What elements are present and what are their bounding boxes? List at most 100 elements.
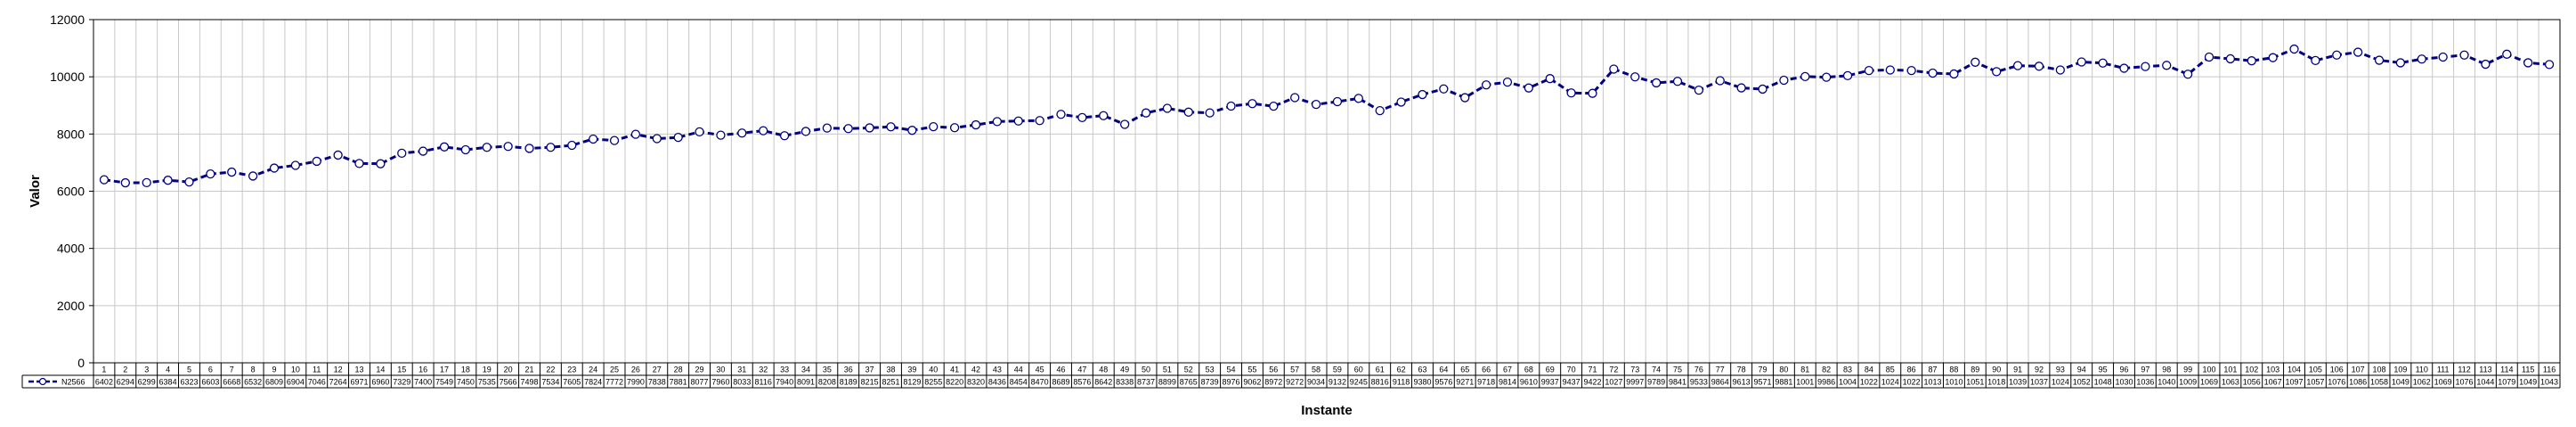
x-category-label: 3 [144, 365, 149, 374]
data-table-value: 6668 [223, 378, 240, 387]
data-point [1588, 88, 1597, 98]
data-table-value: 8251 [882, 378, 899, 387]
data-table-value: 9272 [1286, 378, 1304, 387]
data-point [2417, 54, 2426, 64]
x-category-label: 57 [1290, 365, 1299, 374]
x-category-label: 106 [2330, 365, 2344, 374]
x-category-label: 48 [1099, 365, 1108, 374]
x-category-label: 72 [1609, 365, 1618, 374]
data-point [120, 177, 130, 188]
data-table-value: 8689 [1052, 378, 1069, 387]
data-table-value: 8765 [1180, 378, 1198, 387]
data-table-value: 8116 [755, 378, 772, 387]
data-table-value: 7881 [670, 378, 687, 387]
data-point [312, 156, 321, 167]
data-table-value: 1079 [2498, 378, 2515, 387]
legend-series-name: N2566 [61, 378, 85, 387]
data-point [1418, 89, 1427, 100]
x-category-label: 83 [1843, 365, 1852, 374]
x-category-label: 76 [1694, 365, 1703, 374]
x-category-label: 102 [2245, 365, 2258, 374]
y-axis-title: Valor [28, 175, 43, 208]
x-category-label: 101 [2223, 365, 2237, 374]
data-point [1566, 88, 1576, 98]
data-table-value: 8436 [988, 378, 1006, 387]
x-category-label: 38 [886, 365, 895, 374]
x-category-label: 75 [1673, 365, 1682, 374]
data-point [439, 142, 450, 152]
x-category-label: 15 [397, 365, 406, 374]
data-table-value: 8215 [861, 378, 879, 387]
data-point [949, 123, 960, 133]
x-category-label: 58 [1312, 365, 1321, 374]
data-point [822, 123, 832, 133]
data-point [695, 127, 704, 137]
data-table-value: 8129 [903, 378, 921, 387]
data-point [971, 119, 981, 130]
data-point [1651, 78, 1662, 88]
data-point [1056, 110, 1066, 119]
y-tick-label: 10000 [50, 70, 85, 84]
data-point [2012, 61, 2023, 70]
data-table-value: 1024 [1881, 378, 1899, 387]
x-category-label: 69 [1546, 365, 1555, 374]
data-table-value: 6960 [371, 378, 389, 387]
data-point [907, 126, 917, 135]
data-table-value: 1058 [2370, 378, 2388, 387]
data-point [2162, 61, 2172, 70]
data-point [503, 142, 513, 152]
x-category-label: 5 [187, 365, 191, 374]
y-tick-label: 2000 [57, 299, 85, 313]
data-point [1842, 70, 1853, 81]
data-table-value: 1049 [2519, 378, 2537, 387]
data-table-value: 6299 [138, 378, 156, 387]
y-tick-label: 0 [77, 356, 85, 370]
data-point [2395, 58, 2406, 68]
x-category-label: 46 [1057, 365, 1066, 374]
data-point [1332, 96, 1343, 107]
data-table-value: 1069 [2200, 378, 2218, 387]
data-point [1226, 101, 1236, 111]
x-category-label: 82 [1822, 365, 1831, 374]
data-point [1758, 84, 1767, 94]
x-category-label: 35 [823, 365, 832, 374]
x-category-label: 24 [589, 365, 597, 374]
data-point [1375, 106, 1385, 116]
x-category-label: 47 [1077, 365, 1086, 374]
data-table-value: 1063 [2222, 378, 2239, 387]
data-point [759, 126, 768, 135]
data-point [290, 160, 301, 170]
data-point [2119, 63, 2129, 73]
data-point [1077, 112, 1087, 123]
x-category-label: 97 [2141, 365, 2149, 374]
data-point [1035, 116, 1044, 126]
data-point [524, 144, 534, 153]
data-table-value: 8255 [924, 378, 942, 387]
data-point [2182, 70, 2193, 79]
x-category-label: 68 [1524, 365, 1533, 374]
data-table-value: 1022 [1860, 378, 1878, 387]
data-point [1141, 108, 1151, 118]
data-table-value: 7535 [478, 378, 496, 387]
x-category-label: 40 [929, 365, 938, 374]
data-table-value: 8091 [797, 378, 815, 387]
data-point [865, 123, 874, 133]
x-category-label: 27 [653, 365, 662, 374]
data-table-value: 8338 [1116, 378, 1134, 387]
data-point [354, 159, 364, 168]
x-category-label: 88 [1949, 365, 1958, 374]
x-category-label: 93 [2056, 365, 2065, 374]
x-category-label: 78 [1737, 365, 1746, 374]
series-line-n2566 [103, 47, 2550, 185]
data-table-value: 1040 [2158, 378, 2175, 387]
data-table-value: 1057 [2306, 378, 2324, 387]
x-category-label: 22 [546, 365, 555, 374]
data-table-value: 7824 [584, 378, 602, 387]
data-point [2523, 58, 2533, 68]
data-table-value: 9271 [1456, 378, 1474, 387]
x-category-label: 103 [2266, 365, 2279, 374]
x-category-label: 81 [1800, 365, 1809, 374]
x-category-label: 25 [610, 365, 619, 374]
x-category-label: 13 [354, 365, 363, 374]
x-category-label: 56 [1269, 365, 1278, 374]
